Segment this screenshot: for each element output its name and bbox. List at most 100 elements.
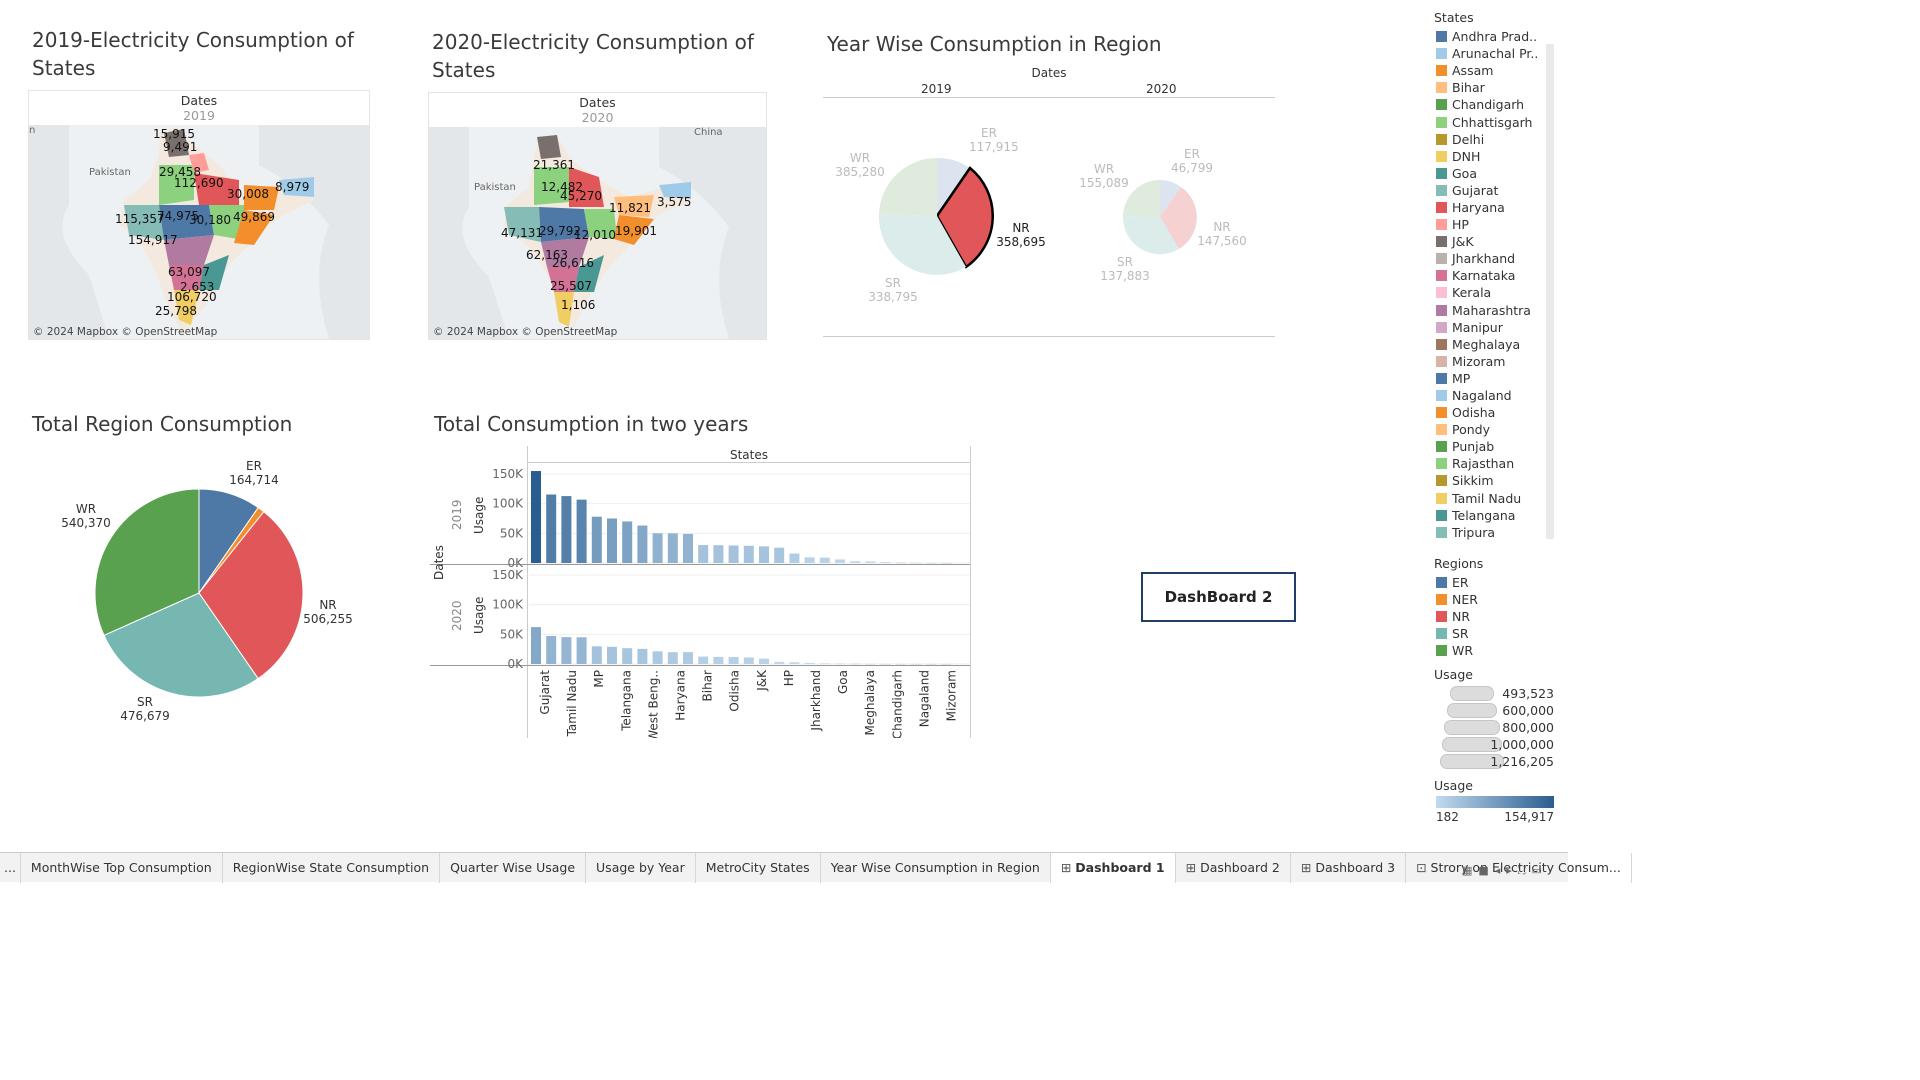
sheet-tab[interactable]: MetroCity States bbox=[696, 852, 821, 883]
bar-2020[interactable] bbox=[865, 663, 876, 665]
legend-state-item[interactable]: Bihar bbox=[1436, 79, 1556, 96]
bar-chart-panel[interactable]: States Dates 2019 2020 Usage Usage 150K 1… bbox=[430, 446, 972, 738]
legend-state-item[interactable]: Karnataka bbox=[1436, 267, 1556, 284]
bar-2019[interactable] bbox=[728, 545, 739, 563]
legend-state-item[interactable]: Chandigarh bbox=[1436, 96, 1556, 113]
legend-state-item[interactable]: Maharashtra bbox=[1436, 302, 1556, 319]
bar-2019[interactable] bbox=[667, 533, 678, 563]
bar-2020[interactable] bbox=[683, 652, 693, 664]
bar-2020[interactable] bbox=[743, 657, 754, 664]
legend-regions-list[interactable]: ER NER NR SR WR bbox=[1436, 574, 1556, 659]
sheet-tab[interactable]: ⊞ Dashboard 2 bbox=[1176, 852, 1291, 883]
bar-2020[interactable] bbox=[926, 663, 937, 665]
legend-state-item[interactable]: MP bbox=[1436, 370, 1556, 387]
sheet-tab[interactable]: Quarter Wise Usage bbox=[440, 852, 587, 883]
legend-state-item[interactable]: J&K bbox=[1436, 233, 1556, 250]
sheet-tab[interactable]: RegionWise State Consumption bbox=[223, 852, 441, 883]
bar-2020[interactable] bbox=[698, 656, 709, 664]
bar-2020[interactable] bbox=[911, 663, 921, 665]
bar-2019[interactable] bbox=[591, 516, 602, 563]
bar-2019[interactable] bbox=[743, 545, 754, 563]
legend-region-item[interactable]: NER bbox=[1436, 591, 1556, 608]
bar-2020[interactable] bbox=[546, 636, 557, 664]
bar-2020[interactable] bbox=[774, 661, 785, 664]
map-2019-area[interactable]: n Pakistan 15,915 9,491 29,458 112,690 3… bbox=[29, 125, 369, 339]
legend-state-item[interactable]: DNH bbox=[1436, 148, 1556, 165]
map-2019-panel[interactable]: Dates 2019 n Pakistan 15,915 9,491 29,45… bbox=[28, 90, 370, 340]
map-2020-credit[interactable]: © 2024 Mapbox © OpenStreetMap bbox=[433, 326, 618, 338]
bar-2019[interactable] bbox=[865, 561, 876, 563]
region-slice-wr[interactable] bbox=[94, 488, 200, 637]
bar-2019[interactable] bbox=[774, 547, 785, 563]
yearwise-panel[interactable]: Dates 2019 2020 ER 117,915 NR 358,695 SR 33… bbox=[823, 60, 1275, 340]
bar-2019[interactable] bbox=[683, 533, 693, 563]
map-2020-area[interactable]: Pakistan China 21,361 12,482 45,270 11,8… bbox=[429, 127, 766, 339]
bar-2020[interactable] bbox=[880, 663, 891, 665]
bar-2019[interactable] bbox=[789, 553, 800, 563]
bar-2020[interactable] bbox=[835, 663, 845, 665]
sheet-tab[interactable]: ⊡ Strory on Electricity Consum... bbox=[1406, 852, 1632, 883]
legend-state-item[interactable]: Tripura bbox=[1436, 524, 1556, 541]
yearwise-pies[interactable] bbox=[823, 100, 1275, 338]
legend-state-item[interactable]: Nagaland bbox=[1436, 387, 1556, 404]
legend-state-item[interactable]: Haryana bbox=[1436, 199, 1556, 216]
bar-2020[interactable] bbox=[637, 648, 648, 664]
legend-region-item[interactable]: SR bbox=[1436, 625, 1556, 642]
region-total-pie[interactable] bbox=[40, 450, 360, 750]
legend-state-item[interactable]: Delhi bbox=[1436, 131, 1556, 148]
bar-2019[interactable] bbox=[713, 545, 724, 563]
bar-2019[interactable] bbox=[926, 562, 937, 564]
bar-2020[interactable] bbox=[713, 656, 724, 664]
dashboard-2-button[interactable]: DashBoard 2 bbox=[1141, 572, 1296, 622]
sheet-tab[interactable]: ⊞ Dashboard 1 bbox=[1050, 852, 1176, 883]
legend-region-item[interactable]: ER bbox=[1436, 574, 1556, 591]
legend-state-item[interactable]: Odisha bbox=[1436, 404, 1556, 421]
bar-2019[interactable] bbox=[698, 545, 709, 563]
bar-2020[interactable] bbox=[652, 651, 663, 664]
bar-2019[interactable] bbox=[804, 557, 815, 563]
bar-2020[interactable] bbox=[895, 663, 906, 665]
region-slice-nr[interactable] bbox=[198, 510, 304, 680]
legend-state-item[interactable]: Assam bbox=[1436, 62, 1556, 79]
bar-2020[interactable] bbox=[667, 652, 678, 664]
bar-2020[interactable] bbox=[759, 658, 769, 664]
bar-2019[interactable] bbox=[637, 525, 648, 563]
sheet-tab[interactable]: ... bbox=[0, 852, 21, 883]
bar-2019[interactable] bbox=[895, 562, 906, 564]
legend-state-item[interactable]: HP bbox=[1436, 216, 1556, 233]
legend-state-item[interactable]: Jharkhand bbox=[1436, 250, 1556, 267]
bar-2019[interactable] bbox=[880, 562, 891, 563]
bar-2019[interactable] bbox=[607, 518, 617, 563]
bar-2019[interactable] bbox=[941, 562, 952, 564]
bar-2019[interactable] bbox=[850, 561, 861, 563]
bar-2019[interactable] bbox=[531, 471, 541, 563]
bar-2019[interactable] bbox=[561, 496, 572, 563]
bar-2020[interactable] bbox=[819, 663, 830, 665]
legend-state-item[interactable]: Meghalaya bbox=[1436, 336, 1556, 353]
legend-state-item[interactable]: Mizoram bbox=[1436, 353, 1556, 370]
legend-state-item[interactable]: Tamil Nadu bbox=[1436, 490, 1556, 507]
legend-states-list[interactable]: Andhra Prad.. Arunachal Pr.. Assam Bihar Cha… bbox=[1436, 28, 1556, 545]
bar-2020[interactable] bbox=[607, 646, 617, 664]
region-slice-sr[interactable] bbox=[103, 592, 259, 698]
legend-state-item[interactable]: Pondy bbox=[1436, 421, 1556, 438]
legend-region-item[interactable]: WR bbox=[1436, 642, 1556, 659]
sheet-tab[interactable]: Usage by Year bbox=[586, 852, 696, 883]
bar-2020[interactable] bbox=[728, 656, 739, 664]
bar-2019[interactable] bbox=[819, 557, 830, 563]
sheet-tab[interactable]: ⊞ Dashboard 3 bbox=[1291, 852, 1407, 883]
map-2020-panel[interactable]: Dates 2020 Pakistan China 21,361 12,482 … bbox=[428, 92, 767, 340]
sheet-tab[interactable]: Year Wise Consumption in Region bbox=[821, 852, 1051, 883]
bar-2019[interactable] bbox=[759, 546, 769, 563]
bar-2020[interactable] bbox=[622, 648, 633, 664]
sheet-tab[interactable]: MonthWise Top Consumption bbox=[21, 852, 223, 883]
legend-region-item[interactable]: NR bbox=[1436, 608, 1556, 625]
legend-state-item[interactable]: Kerala bbox=[1436, 284, 1556, 301]
bar-2019[interactable] bbox=[576, 499, 587, 563]
bar-2019[interactable] bbox=[911, 562, 921, 564]
legend-state-item[interactable]: Arunachal Pr.. bbox=[1436, 45, 1556, 62]
tab-nav-controls[interactable]: ▦■◂▸⛶▭ bbox=[1462, 864, 1548, 877]
bar-2020[interactable] bbox=[591, 646, 602, 664]
bar-2020[interactable] bbox=[576, 637, 587, 664]
